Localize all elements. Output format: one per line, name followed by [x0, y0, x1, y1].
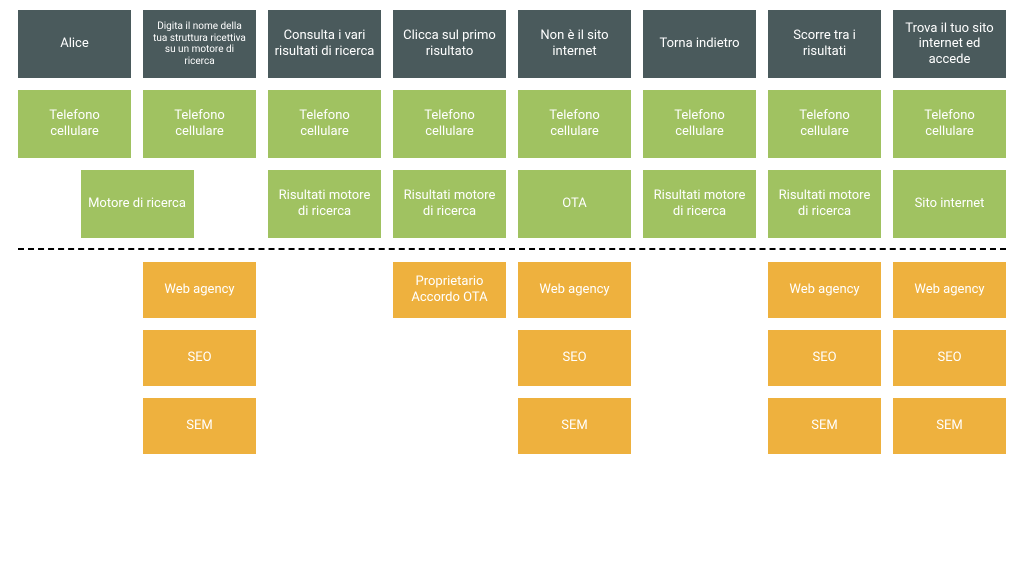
yellow-cell: SEO: [143, 330, 256, 386]
header-cell: Trova il tuo sito internet ed accede: [893, 10, 1006, 78]
yellow-cell: Web agency: [768, 262, 881, 318]
yellow-cell: SEM: [518, 398, 631, 454]
empty-cell: [18, 262, 131, 318]
yellow-cell: Web agency: [518, 262, 631, 318]
yellow-cell: Web agency: [143, 262, 256, 318]
green-cell: Telefono cellulare: [518, 90, 631, 158]
empty-cell: [18, 330, 131, 386]
yellow-cell: SEM: [143, 398, 256, 454]
yellow-cell: SEO: [518, 330, 631, 386]
green-cell: Telefono cellulare: [768, 90, 881, 158]
header-cell: Scorre tra i risultati: [768, 10, 881, 78]
green-row-1: Telefono cellulare Telefono cellulare Te…: [18, 90, 1006, 158]
yellow-cell: Web agency: [893, 262, 1006, 318]
yellow-cell: SEM: [768, 398, 881, 454]
yellow-cell: SEO: [893, 330, 1006, 386]
section-divider: [18, 248, 1006, 250]
green-cell: Telefono cellulare: [393, 90, 506, 158]
empty-cell: [393, 330, 506, 386]
empty-cell: [643, 262, 756, 318]
green-cell: Sito internet: [893, 170, 1006, 238]
header-cell: Consulta i vari risultati di ricerca: [268, 10, 381, 78]
green-cell: Motore di ricerca: [81, 170, 194, 238]
green-cell: Telefono cellulare: [268, 90, 381, 158]
header-cell: Torna indietro: [643, 10, 756, 78]
yellow-row-1: Web agency Proprietario Accordo OTA Web …: [18, 262, 1006, 318]
green-cell: Telefono cellulare: [643, 90, 756, 158]
header-cell: Digita il nome della tua struttura ricet…: [143, 10, 256, 78]
yellow-row-2: SEO SEO SEO SEO: [18, 330, 1006, 386]
empty-cell: [18, 398, 131, 454]
empty-cell: [643, 330, 756, 386]
yellow-row-3: SEM SEM SEM SEM: [18, 398, 1006, 454]
empty-cell: [268, 398, 381, 454]
empty-cell: [393, 398, 506, 454]
yellow-cell: SEO: [768, 330, 881, 386]
empty-cell: [268, 262, 381, 318]
header-cell: Clicca sul primo risultato: [393, 10, 506, 78]
header-cell: Non è il sito internet: [518, 10, 631, 78]
green-cell: Telefono cellulare: [143, 90, 256, 158]
empty-cell: [268, 330, 381, 386]
green-cell: Risultati motore di ricerca: [393, 170, 506, 238]
yellow-cell: SEM: [893, 398, 1006, 454]
green-cell: OTA: [518, 170, 631, 238]
green-cell: Telefono cellulare: [893, 90, 1006, 158]
empty-cell: [643, 398, 756, 454]
green-cell: Risultati motore di ricerca: [768, 170, 881, 238]
green-cell: Risultati motore di ricerca: [268, 170, 381, 238]
green-row-2-offset: Motore di ricerca Risultati motore di ric…: [18, 170, 1006, 238]
header-cell: Alice: [18, 10, 131, 78]
yellow-cell: Proprietario Accordo OTA: [393, 262, 506, 318]
green-cell: Risultati motore di ricerca: [643, 170, 756, 238]
header-row: Alice Digita il nome della tua struttura…: [18, 10, 1006, 78]
green-cell: Telefono cellulare: [18, 90, 131, 158]
